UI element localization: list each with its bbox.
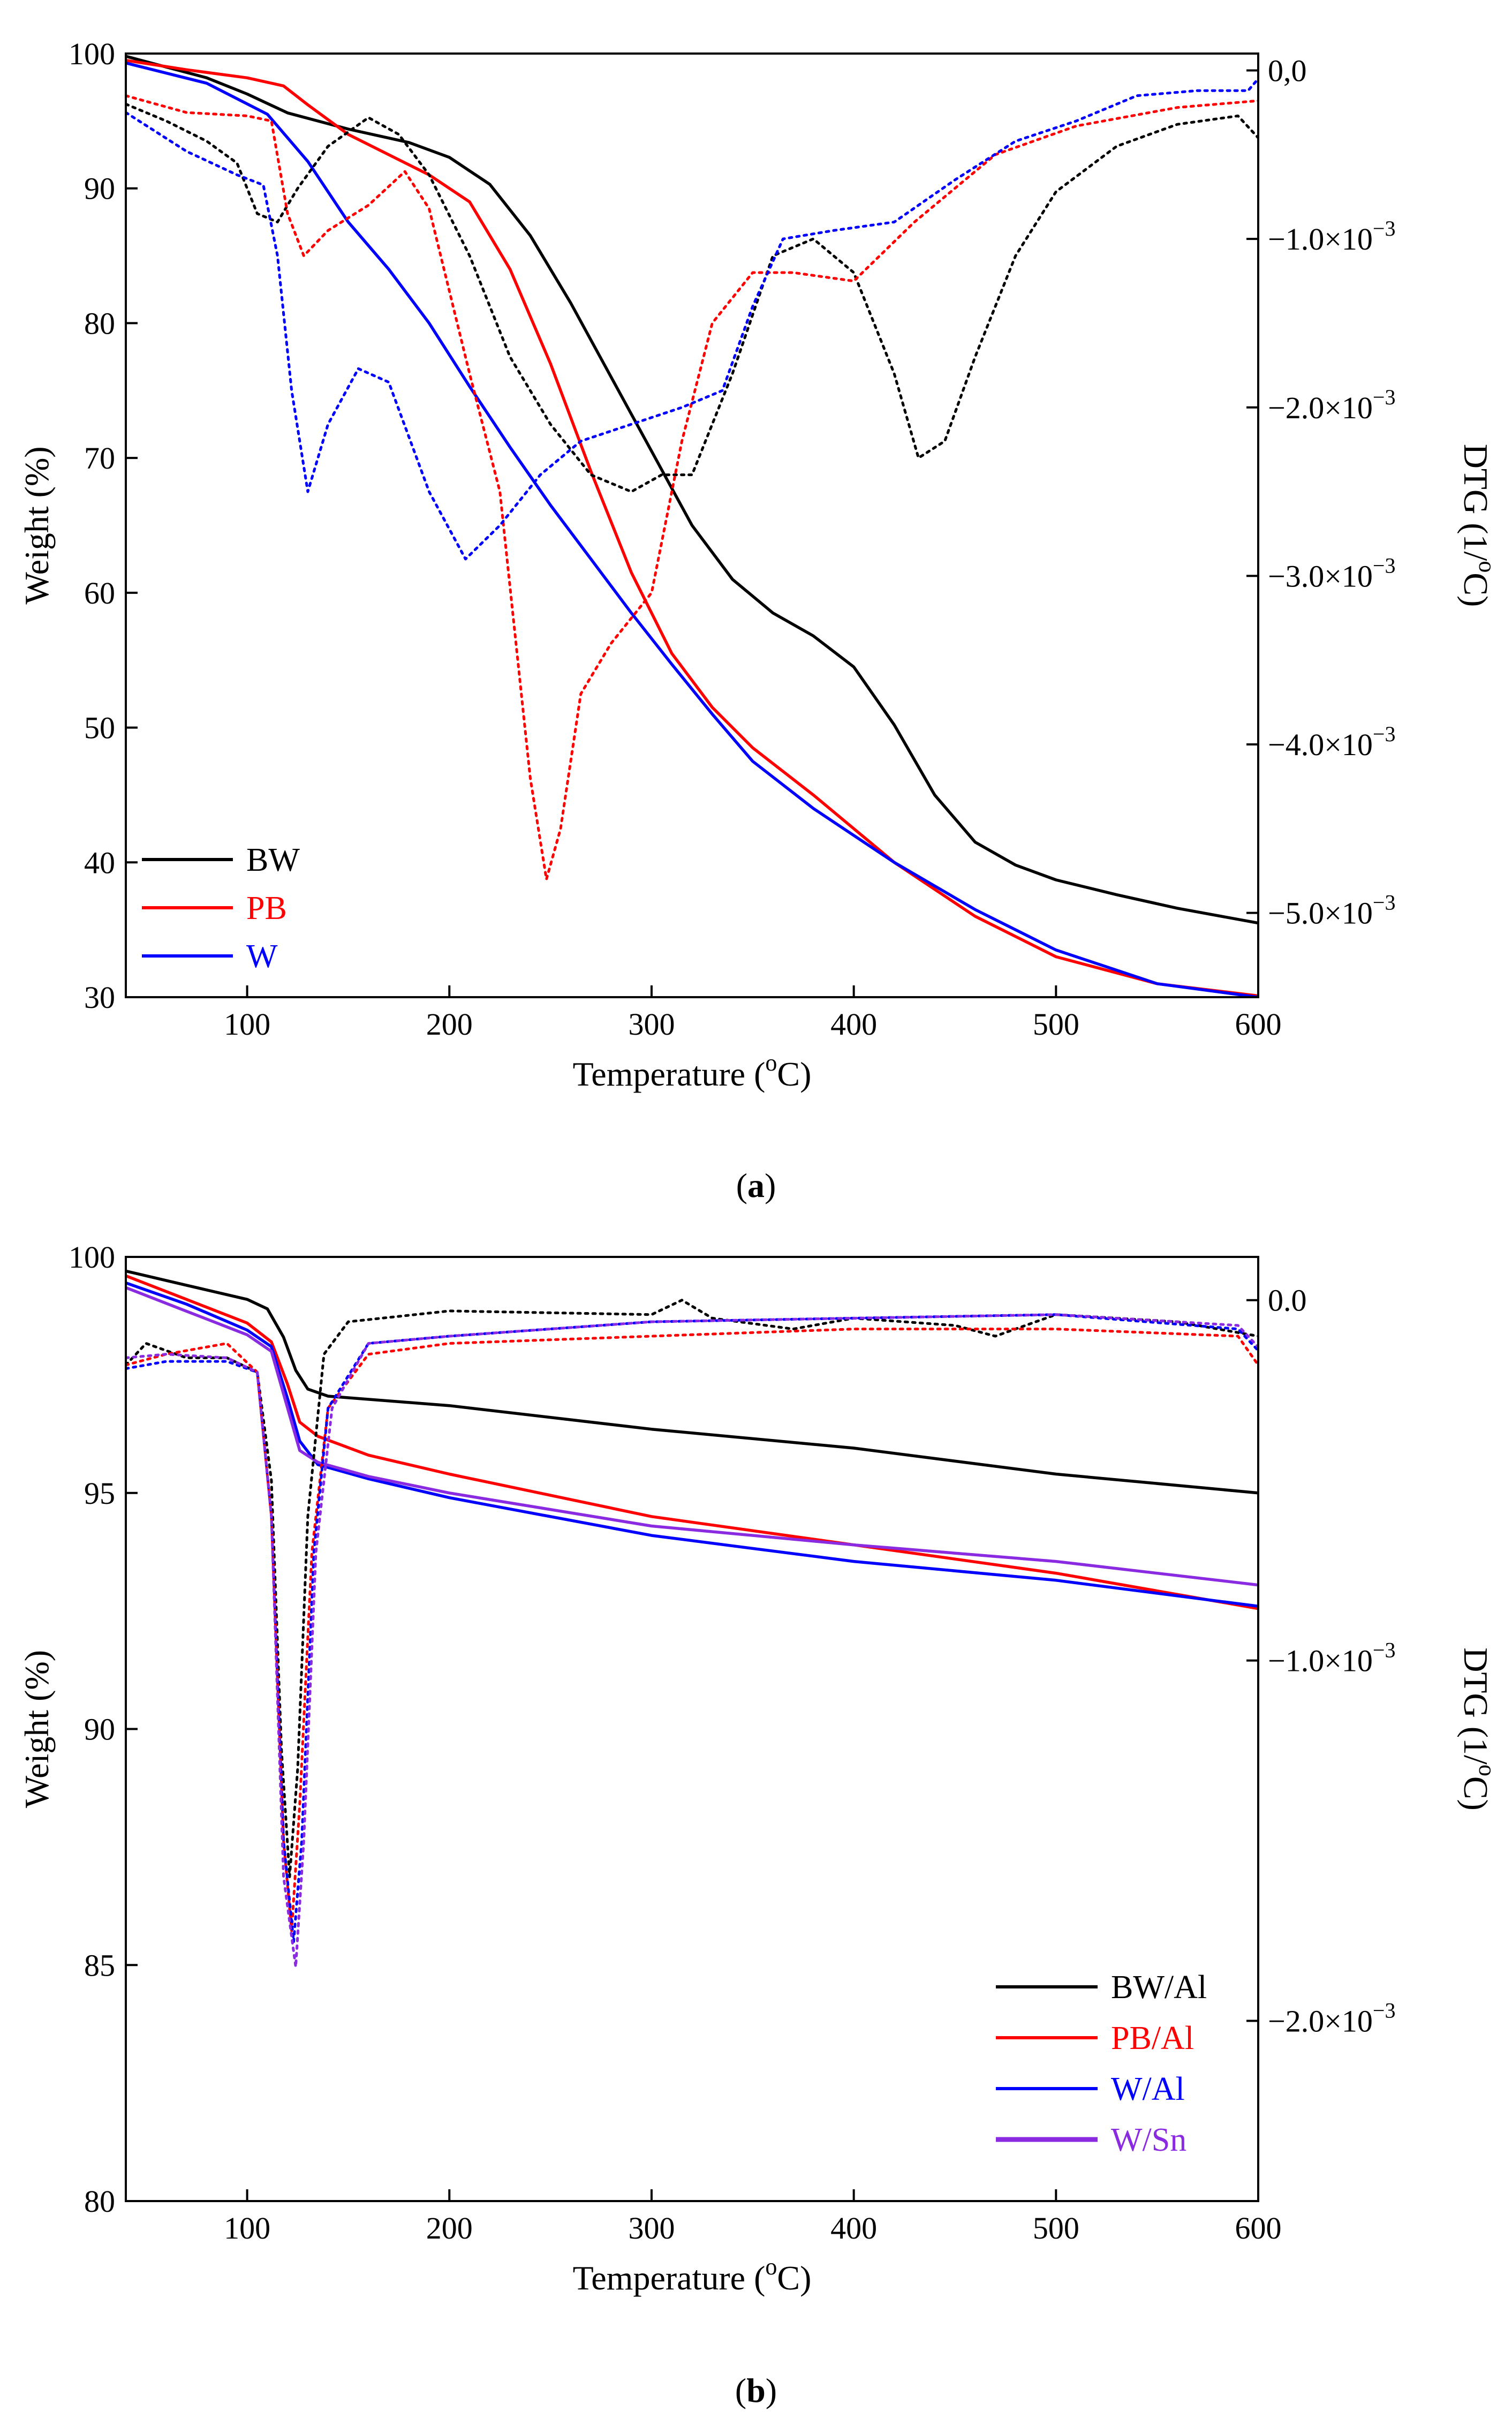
legend: BW/Al PB/Al W/Al W/Sn (996, 1969, 1207, 2158)
series-line-w (126, 61, 1258, 997)
legend-label-bw: BW (246, 842, 300, 878)
y-tick-label: 85 (84, 1948, 115, 1983)
x-tick-label: 400 (830, 1007, 877, 1042)
series-line-bw-dtg (126, 102, 1258, 493)
y-tick-label: 70 (84, 441, 115, 476)
x-tick-label: 300 (628, 1007, 675, 1042)
chart-panel-a: 100 200 300 400 500 600 30 40 50 60 70 80 90 100 0,0 −1… (18, 36, 1500, 1204)
y2-tick-label: −4.0×10−3 (1268, 722, 1395, 762)
x-tick-label: 100 (224, 2211, 270, 2246)
chart-panel-b: 100 200 300 400 500 600 80 85 90 95 100 0.0 −1.0×10−… (18, 1240, 1500, 2409)
series-line-bw (126, 55, 1258, 925)
y-tick-label: 100 (69, 1240, 115, 1275)
y2-tick-label: −2.0×10−3 (1268, 1999, 1395, 2039)
x-tick-label: 300 (628, 2211, 675, 2246)
legend-label-w-al: W/Al (1111, 2071, 1185, 2107)
y2-tick-label: −2.0×10−3 (1268, 385, 1395, 425)
y-tick-label: 95 (84, 1476, 115, 1511)
x-tick-label: 500 (1033, 2211, 1079, 2246)
series-line-pb-al (126, 1274, 1258, 1610)
panel-label: (a) (736, 1166, 776, 1204)
series-line-bw-al-dtg (126, 1299, 1258, 1878)
y2-axis-label: DTG (1/oC) (1457, 444, 1500, 607)
x-tick-label: 400 (830, 2211, 877, 2246)
y-tick-label: 90 (84, 171, 115, 206)
y-tick-label: 80 (84, 2184, 115, 2219)
series-line-w-al (126, 1281, 1258, 1608)
y-tick-label: 50 (84, 711, 115, 745)
legend-label-pb-al: PB/Al (1111, 2020, 1194, 2056)
y2-tick-label: 0,0 (1268, 53, 1307, 88)
series-line-pb-al-dtg (126, 1328, 1258, 1932)
y2-tick-label: −1.0×10−3 (1268, 1638, 1395, 1678)
y-tick-label: 100 (69, 36, 115, 71)
x-tick-label: 600 (1235, 1007, 1282, 1042)
y-axis-label: Weight (%) (18, 1650, 56, 1808)
series-line-w-sn (126, 1286, 1258, 1587)
plot-frame (125, 1256, 1259, 2202)
x-tick-label: 100 (224, 1007, 270, 1042)
x-tick-label: 500 (1033, 1007, 1079, 1042)
series-line-bw-al (126, 1269, 1258, 1495)
series-line-w-dtg (126, 77, 1258, 561)
legend-label-w-sn: W/Sn (1111, 2122, 1186, 2158)
series-line-pb-dtg (126, 94, 1258, 881)
y-axis-label: Weight (%) (18, 446, 56, 604)
x-axis-label: Temperature (oC) (573, 1050, 812, 1093)
legend-label-w: W (246, 938, 278, 975)
x-tick-label: 200 (426, 1007, 473, 1042)
series-line-pb (126, 58, 1258, 997)
panel-label: (b) (735, 2371, 777, 2409)
x-axis-label: Temperature (oC) (573, 2254, 812, 2297)
y-tick-label: 30 (84, 980, 115, 1015)
plot-frame (125, 52, 1259, 998)
y-tick-label: 90 (84, 1712, 115, 1747)
x-tick-label: 600 (1235, 2211, 1282, 2246)
y-tick-label: 80 (84, 306, 115, 341)
y2-tick-label: −1.0×10−3 (1268, 216, 1395, 257)
y2-tick-label: 0.0 (1268, 1283, 1307, 1318)
y2-tick-label: −3.0×10−3 (1268, 553, 1395, 593)
y2-tick-label: −5.0×10−3 (1268, 891, 1395, 931)
legend-label-pb: PB (246, 890, 287, 926)
legend: BW PB W (142, 842, 300, 975)
x-tick-label: 200 (426, 2211, 473, 2246)
legend-label-bw-al: BW/Al (1111, 1969, 1207, 2006)
y-tick-label: 40 (84, 845, 115, 880)
series-group (126, 1269, 1258, 1969)
y2-axis-label: DTG (1/oC) (1457, 1647, 1500, 1811)
series-line-w-sn-dtg (126, 1313, 1258, 1969)
series-group (126, 55, 1258, 997)
y-tick-label: 60 (84, 576, 115, 611)
